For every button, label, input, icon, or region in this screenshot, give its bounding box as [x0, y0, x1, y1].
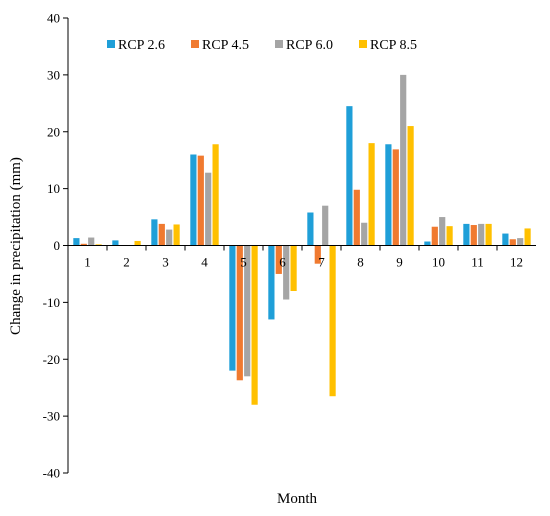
legend-label: RCP 6.0 [286, 38, 333, 53]
x-category-label: 3 [162, 255, 169, 270]
legend-label: RCP 4.5 [202, 38, 249, 53]
bar-rcp-4-5-month-5 [236, 245, 243, 381]
bar-rcp-2-6-month-3 [151, 219, 158, 246]
bar-rcp-6-0-month-5 [244, 245, 251, 377]
bar-rcp-6-0-month-1 [88, 237, 95, 246]
bar-rcp-4-5-month-12 [509, 239, 516, 246]
bar-rcp-8-5-month-10 [446, 226, 453, 246]
bar-rcp-6-0-month-4 [205, 172, 212, 246]
bar-rcp-8-5-month-8 [368, 143, 375, 246]
bar-rcp-4-5-month-4 [197, 155, 204, 246]
x-category-label: 5 [240, 255, 247, 270]
bar-rcp-2-6-month-5 [229, 245, 236, 371]
legend-swatch [359, 40, 367, 48]
bar-rcp-8-5-month-2 [134, 240, 141, 246]
y-tick-label: -40 [43, 466, 60, 481]
legend-label: RCP 8.5 [370, 38, 417, 53]
x-category-label: 12 [510, 255, 523, 270]
x-axis-title: Month [277, 491, 318, 507]
bar-rcp-4-5-month-3 [158, 223, 165, 246]
bar-rcp-2-6-month-2 [112, 240, 119, 246]
bar-rcp-2-6-month-7 [307, 212, 314, 246]
legend-swatch [191, 40, 199, 48]
x-category-label: 1 [84, 255, 91, 270]
bar-rcp-2-6-month-10 [424, 241, 431, 246]
bar-rcp-2-6-month-4 [190, 154, 197, 246]
bar-rcp-8-5-month-6 [290, 245, 297, 291]
bar-rcp-6-0-month-10 [439, 217, 446, 246]
bar-rcp-2-6-month-9 [385, 144, 392, 246]
y-tick-label: 20 [47, 124, 60, 139]
bar-rcp-6-0-month-6 [283, 245, 290, 300]
y-tick-label: 10 [47, 181, 60, 196]
bar-rcp-8-5-month-3 [173, 224, 180, 246]
legend-swatch [275, 40, 283, 48]
x-category-label: 8 [357, 255, 364, 270]
y-tick-label: -20 [43, 352, 60, 367]
x-category-label: 7 [318, 255, 325, 270]
bar-rcp-4-5-month-1 [80, 243, 87, 246]
y-axis-title: Change in precipitation (mm) [8, 157, 24, 335]
bar-rcp-4-5-month-8 [353, 189, 360, 246]
bar-rcp-8-5-month-5 [251, 245, 258, 405]
x-category-label: 9 [396, 255, 403, 270]
bar-rcp-4-5-month-6 [275, 245, 282, 274]
x-category-label: 10 [432, 255, 445, 270]
legend-swatch [107, 40, 115, 48]
bars-layer [73, 74, 531, 405]
y-tick-label: -10 [43, 295, 60, 310]
legend: RCP 2.6 RCP 4.5 RCP 6.0 RCP 8.5 [107, 38, 417, 53]
bar-rcp-4-5-month-7 [314, 245, 321, 264]
bar-rcp-2-6-month-1 [73, 238, 80, 246]
bar-rcp-2-6-month-6 [268, 245, 275, 320]
category-labels: 1 2 3 4 5 6 7 8 9 10 11 12 [84, 245, 523, 270]
legend-label: RCP 2.6 [118, 38, 165, 53]
y-tick-label: -30 [43, 409, 60, 424]
bar-rcp-4-5-month-9 [392, 149, 399, 246]
bar-rcp-8-5-month-11 [485, 223, 492, 246]
y-tick-label: 0 [54, 238, 61, 253]
bar-rcp-8-5-month-1 [95, 244, 102, 246]
x-category-label: 2 [123, 255, 130, 270]
bar-rcp-8-5-month-4 [212, 144, 219, 246]
x-category-label: 11 [471, 255, 484, 270]
x-category-label: 6 [279, 255, 286, 270]
bar-rcp-4-5-month-10 [431, 226, 438, 246]
bar-rcp-2-6-month-8 [346, 106, 353, 246]
bar-rcp-6-0-month-3 [166, 229, 173, 246]
bar-rcp-8-5-month-12 [524, 228, 531, 246]
bar-rcp-6-0-month-9 [400, 74, 407, 246]
bar-rcp-8-5-month-9 [407, 126, 414, 246]
x-category-label: 4 [201, 255, 208, 270]
y-tick-label: 40 [47, 11, 60, 26]
bar-rcp-2-6-month-12 [502, 233, 509, 246]
bar-rcp-6-0-month-11 [478, 223, 485, 246]
bar-rcp-6-0-month-12 [517, 238, 524, 246]
bar-rcp-6-0-month-8 [361, 222, 368, 246]
bar-rcp-4-5-month-11 [470, 225, 477, 246]
ticks-layer: -40 -30 -20 -10 0 10 20 30 40 [43, 11, 68, 481]
y-tick-label: 30 [47, 67, 60, 82]
bar-rcp-6-0-month-7 [322, 205, 329, 246]
bar-rcp-8-5-month-7 [329, 245, 336, 397]
bar-rcp-2-6-month-11 [463, 223, 470, 246]
